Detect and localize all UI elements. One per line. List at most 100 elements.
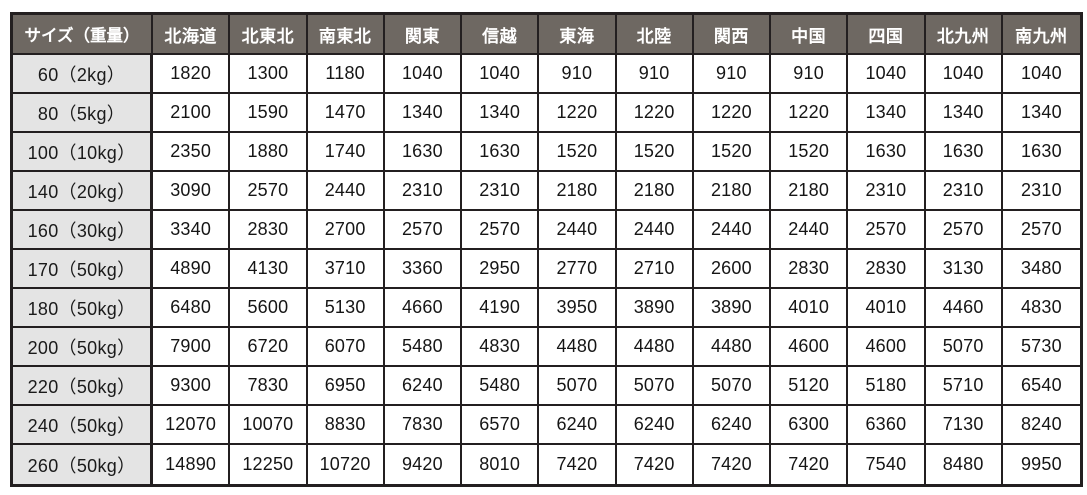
rate-cell: 1180 bbox=[307, 55, 385, 94]
rate-cell: 1040 bbox=[1002, 55, 1080, 94]
rate-cell: 1340 bbox=[848, 94, 926, 133]
rate-cell: 1220 bbox=[539, 94, 617, 133]
rate-cell: 12070 bbox=[153, 406, 231, 445]
rate-cell: 3360 bbox=[384, 250, 462, 289]
table-row: 140（20kg） 3090 2570 2440 2310 2310 2180 … bbox=[13, 172, 1080, 211]
rate-cell: 7420 bbox=[693, 445, 771, 484]
rate-cell: 4660 bbox=[384, 289, 462, 328]
rate-cell: 2570 bbox=[848, 211, 926, 250]
rate-cell: 1630 bbox=[925, 133, 1003, 172]
rate-cell: 7420 bbox=[539, 445, 617, 484]
rate-cell: 1820 bbox=[153, 55, 231, 94]
table-row: 240（50kg） 12070 10070 8830 7830 6570 624… bbox=[13, 406, 1080, 445]
rate-cell: 1630 bbox=[384, 133, 462, 172]
column-header-chugoku: 中国 bbox=[771, 15, 849, 55]
table-row: 180（50kg） 6480 5600 5130 4660 4190 3950 … bbox=[13, 289, 1080, 328]
rate-cell: 10070 bbox=[230, 406, 308, 445]
rate-cell: 2570 bbox=[230, 172, 308, 211]
rate-cell: 8480 bbox=[925, 445, 1003, 484]
column-header-minami-tohoku: 南東北 bbox=[307, 15, 385, 55]
rate-cell: 3090 bbox=[153, 172, 231, 211]
rate-cell: 5730 bbox=[1002, 328, 1080, 367]
rate-cell: 910 bbox=[693, 55, 771, 94]
rate-cell: 6240 bbox=[616, 406, 694, 445]
table-row: 80（5kg） 2100 1590 1470 1340 1340 1220 12… bbox=[13, 94, 1080, 133]
row-label-size: 140（20kg） bbox=[13, 172, 153, 211]
rate-cell: 4480 bbox=[616, 328, 694, 367]
rate-cell: 3950 bbox=[539, 289, 617, 328]
table-header: サイズ（重量） 北海道 北東北 南東北 関東 信越 東海 北陸 関西 中国 四国… bbox=[13, 15, 1080, 55]
rate-cell: 2570 bbox=[1002, 211, 1080, 250]
rate-cell: 3130 bbox=[925, 250, 1003, 289]
rate-cell: 2310 bbox=[925, 172, 1003, 211]
rate-cell: 2310 bbox=[1002, 172, 1080, 211]
rate-cell: 1340 bbox=[384, 94, 462, 133]
row-label-size: 240（50kg） bbox=[13, 406, 153, 445]
rate-cell: 2180 bbox=[693, 172, 771, 211]
column-header-kansai: 関西 bbox=[693, 15, 771, 55]
column-header-tokai: 東海 bbox=[539, 15, 617, 55]
rate-cell: 1470 bbox=[307, 94, 385, 133]
rate-cell: 1630 bbox=[462, 133, 540, 172]
rate-cell: 6720 bbox=[230, 328, 308, 367]
rate-cell: 2830 bbox=[848, 250, 926, 289]
rate-cell: 5120 bbox=[771, 367, 849, 406]
rate-cell: 2570 bbox=[384, 211, 462, 250]
rate-cell: 910 bbox=[539, 55, 617, 94]
rate-cell: 6300 bbox=[771, 406, 849, 445]
rate-cell: 7900 bbox=[153, 328, 231, 367]
rate-cell: 4480 bbox=[539, 328, 617, 367]
rate-cell: 4190 bbox=[462, 289, 540, 328]
rate-cell: 1520 bbox=[693, 133, 771, 172]
rate-cell: 2180 bbox=[771, 172, 849, 211]
header-row: サイズ（重量） 北海道 北東北 南東北 関東 信越 東海 北陸 関西 中国 四国… bbox=[13, 15, 1080, 55]
rate-cell: 14890 bbox=[153, 445, 231, 484]
rate-cell: 6240 bbox=[693, 406, 771, 445]
rate-cell: 1040 bbox=[925, 55, 1003, 94]
rate-cell: 4460 bbox=[925, 289, 1003, 328]
rate-cell: 6480 bbox=[153, 289, 231, 328]
rate-cell: 4010 bbox=[771, 289, 849, 328]
rate-cell: 5480 bbox=[462, 367, 540, 406]
rate-cell: 5070 bbox=[693, 367, 771, 406]
rate-cell: 7130 bbox=[925, 406, 1003, 445]
rate-cell: 3890 bbox=[616, 289, 694, 328]
rate-cell: 2700 bbox=[307, 211, 385, 250]
rate-cell: 6950 bbox=[307, 367, 385, 406]
rate-cell: 2440 bbox=[539, 211, 617, 250]
rate-cell: 1340 bbox=[462, 94, 540, 133]
row-label-size: 100（10kg） bbox=[13, 133, 153, 172]
rate-cell: 7540 bbox=[848, 445, 926, 484]
row-label-size: 200（50kg） bbox=[13, 328, 153, 367]
column-header-shikoku: 四国 bbox=[848, 15, 926, 55]
rate-cell: 4600 bbox=[848, 328, 926, 367]
rate-cell: 1880 bbox=[230, 133, 308, 172]
rate-cell: 5180 bbox=[848, 367, 926, 406]
rate-cell: 4600 bbox=[771, 328, 849, 367]
rate-cell: 2830 bbox=[771, 250, 849, 289]
row-label-size: 220（50kg） bbox=[13, 367, 153, 406]
rate-cell: 910 bbox=[771, 55, 849, 94]
rate-cell: 1520 bbox=[539, 133, 617, 172]
rate-cell: 2600 bbox=[693, 250, 771, 289]
rate-cell: 5070 bbox=[539, 367, 617, 406]
rate-cell: 2440 bbox=[307, 172, 385, 211]
rate-cell: 6070 bbox=[307, 328, 385, 367]
rate-cell: 2950 bbox=[462, 250, 540, 289]
rate-cell: 5130 bbox=[307, 289, 385, 328]
row-label-size: 160（30kg） bbox=[13, 211, 153, 250]
column-header-minami-kyushu: 南九州 bbox=[1002, 15, 1080, 55]
rate-cell: 1520 bbox=[616, 133, 694, 172]
rate-cell: 1630 bbox=[1002, 133, 1080, 172]
table-body: 60（2kg） 1820 1300 1180 1040 1040 910 910… bbox=[13, 55, 1080, 484]
rate-cell: 9300 bbox=[153, 367, 231, 406]
rate-cell: 2570 bbox=[925, 211, 1003, 250]
rate-cell: 7830 bbox=[230, 367, 308, 406]
rate-cell: 2710 bbox=[616, 250, 694, 289]
rate-cell: 1040 bbox=[462, 55, 540, 94]
rate-cell: 1040 bbox=[384, 55, 462, 94]
rate-cell: 2180 bbox=[616, 172, 694, 211]
table-row: 160（30kg） 3340 2830 2700 2570 2570 2440 … bbox=[13, 211, 1080, 250]
rate-cell: 6240 bbox=[539, 406, 617, 445]
table-row: 260（50kg） 14890 12250 10720 9420 8010 74… bbox=[13, 445, 1080, 484]
